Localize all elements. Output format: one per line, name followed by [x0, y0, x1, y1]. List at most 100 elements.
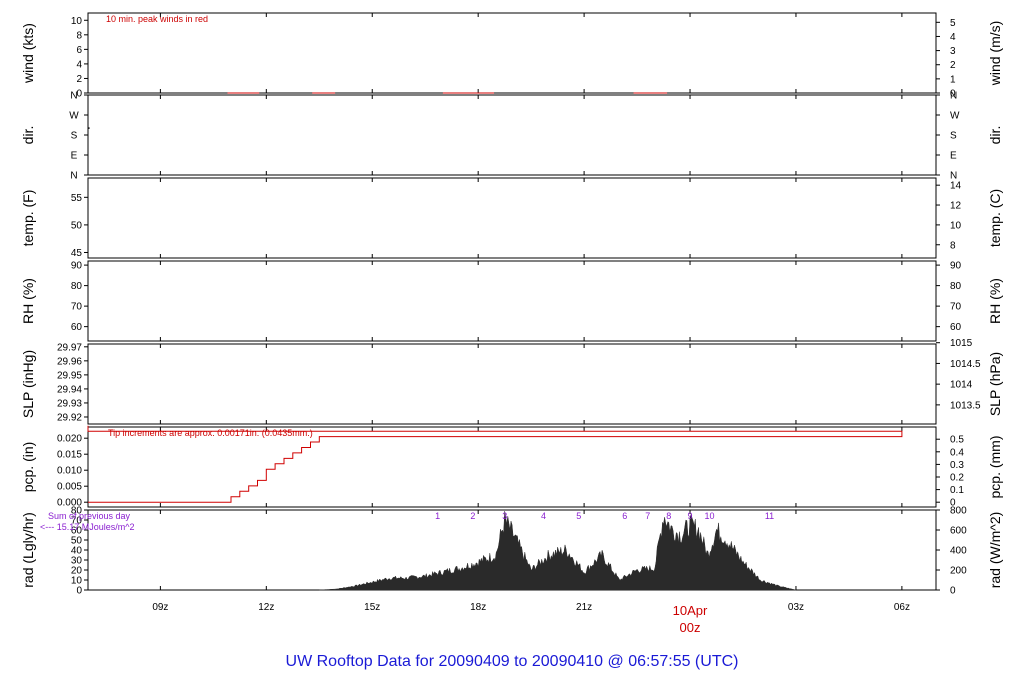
y-axis-label-right: dir.: [987, 126, 1003, 145]
y-tick-label: N: [70, 171, 77, 182]
y-tick-right-label: 12: [950, 201, 962, 212]
panel-temperature: temp. (F) temp. (C) 45 50 55 8 10 12 14: [20, 177, 1003, 259]
y-tick-label: 29.92: [57, 412, 82, 423]
y-tick-right-label: 800: [950, 506, 967, 517]
y-axis-label-right: RH (%): [987, 278, 1003, 324]
y-tick-label: 0.010: [57, 466, 82, 477]
y-axis-label-right: SLP (hPa): [987, 352, 1003, 416]
y-tick-right-label: S: [950, 131, 957, 142]
time-tick-label: 12z: [258, 602, 274, 613]
time-tick-label: 09z: [152, 602, 168, 613]
panel-direction: dir. dir.N NE ES SW WN N: [20, 91, 1003, 182]
plot-frame: [87, 12, 937, 94]
y-tick-label: 45: [71, 248, 83, 259]
time-tick-label: 06z: [894, 602, 910, 613]
time-midnight-label: 00z: [680, 620, 701, 635]
right-axis: 0 1 2 3 4 5: [936, 18, 956, 100]
y-tick-right-label: 1014: [950, 380, 973, 391]
y-tick-right-label: 1015: [950, 338, 973, 349]
y-tick-right-label: 400: [950, 546, 967, 557]
y-axis-label-right: pcp. (mm): [987, 436, 1003, 499]
y-tick-right-label: W: [950, 111, 960, 122]
y-tick-right-label: 0: [950, 586, 956, 597]
time-axis: 09z 12z 15z 18z 21z 10Apr 00z 03z 06z: [152, 602, 910, 635]
panel-precipitation: pcp. (in) pcp. (mm) 0.000 0.005 0.010 0.015 0.…: [20, 425, 1003, 509]
y-tick-label: 29.93: [57, 398, 82, 409]
radiation-hour-marker: 11: [765, 511, 774, 521]
y-tick-right-label: 1013.5: [950, 400, 981, 411]
y-tick-label: 6: [76, 45, 82, 56]
radiation-area: [319, 510, 797, 591]
y-tick-label: 0.020: [57, 434, 82, 445]
radiation-hour-marker: 1: [435, 511, 440, 521]
time-tick-label: 03z: [788, 602, 804, 613]
y-tick-right-label: 1014.5: [950, 359, 981, 370]
radiation-hour-marker: 7: [645, 511, 650, 521]
y-axis-label: temp. (F): [20, 190, 36, 247]
time-tick-label: 18z: [470, 602, 486, 613]
y-tick-label: 80: [71, 506, 83, 517]
rad-sum-value: <--- 15.17 MJoules/m^2: [40, 522, 135, 532]
y-tick-label: 0: [76, 586, 82, 597]
radiation-hour-marker: 4: [541, 511, 546, 521]
y-tick-right-label: 0.4: [950, 447, 964, 458]
y-axis-label: rad (Lgly/hr): [20, 512, 36, 587]
y-tick-right-label: 2: [950, 60, 956, 71]
y-tick-right-label: 90: [950, 261, 962, 272]
y-tick-label: N: [70, 91, 77, 102]
y-tick-label: 60: [71, 322, 83, 333]
y-tick-right-label: 0.2: [950, 473, 964, 484]
plot-frame: [87, 260, 937, 342]
chart-title: UW Rooftop Data for 20090409 to 20090410…: [286, 653, 739, 670]
direction-point: [88, 127, 90, 129]
y-axis-label: pcp. (in): [20, 442, 36, 493]
y-axis-label: RH (%): [20, 278, 36, 324]
plot-frame: [87, 94, 937, 176]
wind-peak-note: 10 min. peak winds in red: [106, 14, 208, 24]
panel-humidity: RH (%) RH (%) 60 70 80 90 60 70 80 90: [20, 260, 1003, 342]
y-tick-label: 29.96: [57, 356, 82, 367]
y-tick-label: 40: [71, 546, 83, 557]
plot-frame: [87, 177, 937, 259]
y-axis-label: SLP (inHg): [20, 350, 36, 418]
y-tick-right-label: N: [950, 91, 957, 102]
radiation-hour-marker: 8: [666, 511, 671, 521]
y-tick-label: 70: [71, 516, 83, 527]
y-tick-label: 55: [71, 193, 83, 204]
y-tick-label: 20: [71, 566, 83, 577]
y-tick-right-label: 0.1: [950, 485, 964, 496]
y-tick-right-label: 4: [950, 32, 956, 43]
y-tick-label: 29.97: [57, 342, 82, 353]
y-tick-label: 50: [71, 220, 83, 231]
y-tick-label: 0.000: [57, 498, 82, 509]
y-tick-right-label: 5: [950, 18, 956, 29]
y-tick-right-label: E: [950, 151, 957, 162]
y-tick-label: 50: [71, 536, 83, 547]
y-tick-label: 4: [76, 59, 82, 70]
precipitation-step-line: [87, 425, 903, 503]
y-tick-right-label: 10: [950, 220, 962, 231]
plot-frame: [87, 426, 937, 508]
y-tick-label: W: [69, 111, 79, 122]
y-tick-label: 29.94: [57, 384, 82, 395]
panel-pressure: SLP (inHg) SLP (hPa) 29.92 29.93 29.94 29.95 2…: [20, 338, 1003, 425]
y-tick-label: 30: [71, 556, 83, 567]
radiation-hour-marker: 9: [687, 511, 692, 521]
y-tick-right-label: 70: [950, 302, 962, 313]
pcp-tip-note: Tip increments are approx. 0.00171in. (0…: [108, 428, 313, 438]
y-tick-label: 29.95: [57, 370, 82, 381]
time-date-label: 10Apr: [673, 603, 708, 618]
radiation-hour-marker: 2: [470, 511, 475, 521]
y-tick-right-label: 8: [950, 240, 956, 251]
y-tick-label: 60: [71, 526, 83, 537]
y-tick-right-label: 1: [950, 74, 956, 85]
radiation-hour-marker: 6: [622, 511, 627, 521]
y-tick-right-label: 3: [950, 46, 956, 57]
plot-frame: [87, 343, 937, 425]
y-tick-label: 10: [71, 16, 83, 27]
y-tick-label: S: [71, 131, 78, 142]
y-axis-label: wind (kts): [20, 23, 36, 84]
y-tick-label: 70: [71, 302, 83, 313]
